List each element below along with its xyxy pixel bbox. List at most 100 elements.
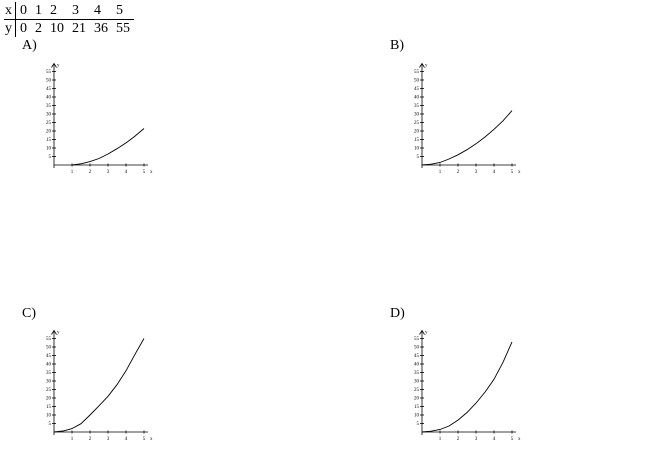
y-tick-label: 10	[414, 414, 420, 419]
x-tick-label: 2	[89, 437, 92, 442]
x-header: x	[4, 2, 16, 20]
x-tick-label: 4	[125, 437, 128, 442]
y-tick-label: 30	[414, 113, 420, 118]
y-axis-arrow	[419, 329, 425, 335]
x-value: 3	[68, 2, 90, 20]
y-tick-label: 55	[46, 337, 52, 342]
x-tick-label: 2	[457, 437, 460, 442]
x-tick-label: 3	[107, 170, 110, 175]
curve-line	[421, 341, 513, 433]
y-axis-label: y	[57, 331, 60, 336]
y-axis-label: y	[57, 64, 60, 69]
x-tick-label: 3	[475, 437, 478, 442]
y-axis-arrow	[419, 62, 425, 68]
data-table: x 0 1 2 3 4 5 y 0 2 10 21 36 55	[4, 2, 134, 37]
x-tick-label: 1	[439, 170, 442, 175]
x-tick-label: 2	[89, 170, 92, 175]
y-tick-label: 50	[414, 79, 420, 84]
y-tick-label: 10	[46, 147, 52, 152]
y-tick-label: 55	[414, 337, 420, 342]
x-axis-label: x	[518, 437, 521, 442]
x-tick-label: 5	[143, 170, 146, 175]
y-tick-label: 40	[414, 96, 420, 101]
y-tick-label: 35	[46, 371, 52, 376]
x-tick-label: 4	[125, 170, 128, 175]
y-tick-label: 25	[414, 388, 420, 393]
y-tick-label: 35	[414, 371, 420, 376]
x-tick-label: 5	[143, 437, 146, 442]
y-value: 10	[50, 21, 64, 36]
y-tick-label: 55	[414, 70, 420, 75]
y-tick-label: 35	[46, 104, 52, 109]
y-tick-label: 40	[46, 96, 52, 101]
x-value: 2	[46, 2, 68, 20]
y-tick-label: 10	[414, 147, 420, 152]
x-tick-label: 5	[511, 437, 514, 442]
y-value: 0	[20, 21, 27, 36]
y-header: y	[4, 19, 16, 37]
y-value: 55	[116, 21, 130, 36]
y-tick-label: 5	[49, 422, 52, 427]
x-value: 4	[90, 2, 112, 20]
y-tick-label: 50	[46, 79, 52, 84]
y-tick-label: 45	[414, 87, 420, 92]
y-tick-label: 5	[417, 155, 420, 160]
x-axis-label: x	[150, 437, 153, 442]
table-row-y: y 0 2 10 21 36 55	[4, 19, 134, 37]
y-tick-label: 5	[417, 422, 420, 427]
x-value: 5	[112, 2, 134, 20]
y-tick-label: 50	[414, 346, 420, 351]
y-tick-label: 15	[414, 138, 420, 143]
y-axis-label: y	[425, 64, 428, 69]
y-value: 36	[94, 21, 108, 36]
y-tick-label: 55	[46, 70, 52, 75]
y-axis-label: y	[425, 331, 428, 336]
y-tick-label: 20	[414, 130, 420, 135]
y-tick-label: 40	[414, 363, 420, 368]
y-tick-label: 45	[46, 354, 52, 359]
y-tick-label: 20	[46, 397, 52, 402]
y-tick-label: 30	[414, 380, 420, 385]
y-tick-label: 15	[46, 138, 52, 143]
y-axis-arrow	[51, 62, 57, 68]
y-tick-label: 25	[46, 388, 52, 393]
x-tick-label: 3	[107, 437, 110, 442]
table-row-x: x 0 1 2 3 4 5	[4, 2, 134, 20]
y-tick-label: 25	[414, 121, 420, 126]
y-tick-label: 20	[414, 397, 420, 402]
option-label-c[interactable]: C)	[22, 306, 36, 321]
x-value: 0	[15, 2, 31, 20]
y-tick-label: 35	[414, 104, 420, 109]
option-label-b[interactable]: B)	[390, 38, 404, 53]
x-tick-label: 1	[71, 437, 74, 442]
y-tick-label: 5	[49, 155, 52, 160]
x-axis-label: x	[518, 170, 521, 175]
y-tick-label: 15	[46, 405, 52, 410]
y-tick-label: 25	[46, 121, 52, 126]
y-tick-label: 10	[46, 414, 52, 419]
y-tick-label: 20	[46, 130, 52, 135]
curve-line	[71, 128, 145, 166]
x-value: 1	[31, 2, 46, 20]
y-tick-label: 30	[46, 113, 52, 118]
y-tick-label: 40	[46, 363, 52, 368]
y-value: 2	[35, 21, 42, 36]
curve-line	[53, 338, 145, 433]
x-tick-label: 5	[511, 170, 514, 175]
x-tick-label: 4	[493, 437, 496, 442]
y-tick-label: 50	[46, 346, 52, 351]
x-tick-label: 1	[439, 437, 442, 442]
y-tick-label: 30	[46, 380, 52, 385]
y-tick-label: 15	[414, 405, 420, 410]
x-tick-label: 2	[457, 170, 460, 175]
x-tick-label: 1	[71, 170, 74, 175]
curve-line	[421, 110, 513, 166]
y-tick-label: 45	[46, 87, 52, 92]
y-axis-arrow	[51, 329, 57, 335]
x-tick-label: 4	[493, 170, 496, 175]
option-label-d[interactable]: D)	[390, 306, 405, 321]
option-label-a[interactable]: A)	[22, 38, 37, 53]
